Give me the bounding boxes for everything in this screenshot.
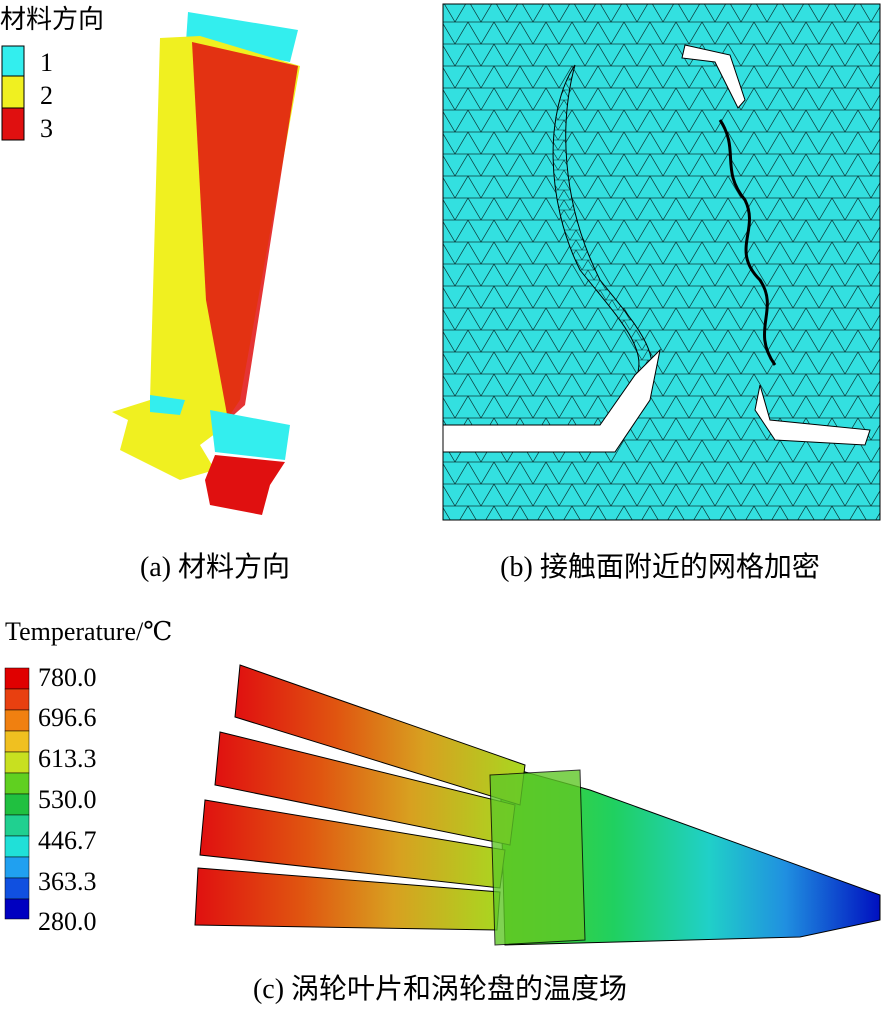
contact-gap (681, 44, 746, 109)
legend-title: Temperature/℃ (5, 617, 172, 646)
disk (499, 764, 881, 946)
legend-label: 363.3 (38, 867, 97, 896)
blade-root-red (205, 455, 285, 515)
legend-label: 446.7 (38, 826, 97, 855)
contact-gap (442, 348, 661, 453)
panel-b: (b) 接触面附近的网格加密 (442, 3, 881, 583)
legend-label: 1 (40, 48, 53, 77)
legend-label: 530.0 (38, 785, 97, 814)
color-bar (4, 667, 30, 920)
caption: (c) 涡轮叶片和涡轮盘的温度场 (253, 973, 627, 1005)
blade-root-cyan (210, 410, 290, 460)
contact-gap (754, 384, 871, 446)
legend-label: 280.0 (38, 907, 97, 936)
legend-label: 696.6 (38, 703, 97, 732)
blade-cyan (150, 395, 185, 415)
legend-swatch (1, 107, 25, 141)
caption: (b) 接触面附近的网格加密 (500, 551, 820, 583)
legend-title: 材料方向 (0, 5, 104, 34)
panel-a: 材料方向 1 2 3 (a) 材料方向 (0, 5, 300, 583)
legend-label: 780.0 (38, 663, 97, 692)
legend-label: 2 (40, 81, 53, 110)
legend-label: 613.3 (38, 744, 97, 773)
serration (718, 119, 777, 366)
blade-top (186, 12, 298, 62)
blade-root (489, 769, 586, 946)
panel-c: Temperature/℃ 780.0 696.6 613.3 530.0 44… (4, 617, 881, 1005)
legend-label: 3 (40, 114, 53, 143)
legend-swatch (1, 75, 25, 109)
legend-swatch (1, 45, 25, 77)
caption: (a) 材料方向 (140, 551, 290, 583)
blade-red (192, 42, 298, 420)
